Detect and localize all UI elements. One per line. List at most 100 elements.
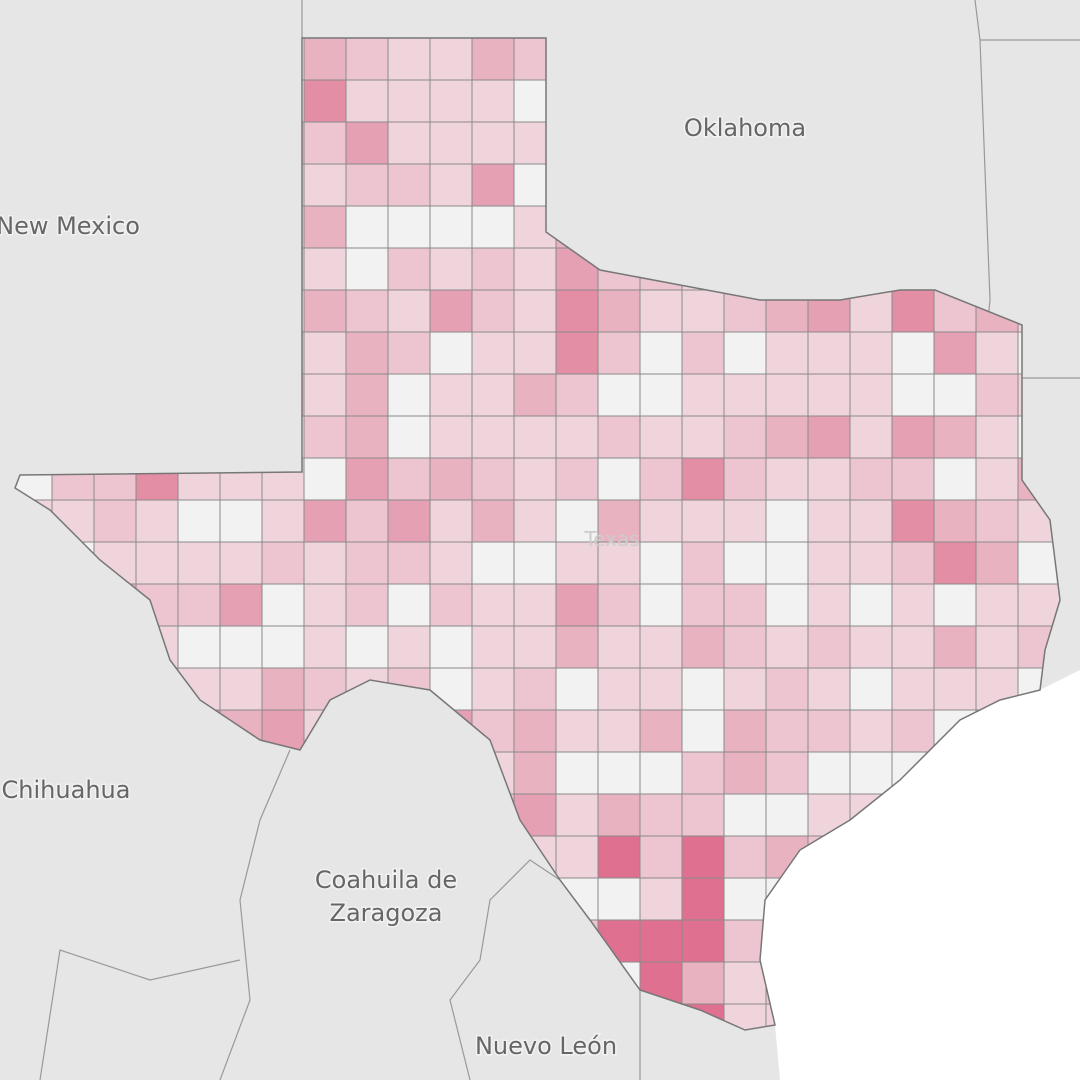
county [555, 709, 599, 753]
county [513, 751, 557, 795]
county [639, 835, 683, 879]
county [639, 373, 683, 417]
county [471, 583, 515, 627]
county [429, 79, 473, 123]
county [429, 38, 473, 81]
county [765, 625, 809, 669]
county [387, 541, 431, 585]
county [639, 289, 683, 333]
county [891, 331, 935, 375]
county [597, 457, 641, 501]
county [261, 583, 305, 627]
county [765, 793, 809, 837]
county [681, 751, 725, 795]
county [177, 541, 221, 585]
county [891, 667, 935, 711]
county [471, 247, 515, 291]
county [891, 541, 935, 585]
county [807, 457, 851, 501]
county [681, 373, 725, 417]
county [429, 415, 473, 459]
county [597, 793, 641, 837]
county [387, 289, 431, 333]
county [975, 331, 1019, 375]
county [597, 751, 641, 795]
county [975, 499, 1019, 543]
county [345, 499, 389, 543]
county [975, 415, 1019, 459]
county [597, 289, 641, 333]
county [765, 373, 809, 417]
county [807, 583, 851, 627]
county [765, 541, 809, 585]
state-label: Zaragoza [330, 899, 443, 927]
county [765, 667, 809, 711]
county [345, 625, 389, 669]
county [513, 247, 557, 291]
county [345, 583, 389, 627]
county [513, 709, 557, 753]
county [303, 331, 347, 375]
county [303, 373, 347, 417]
county [849, 499, 893, 543]
county [135, 499, 179, 543]
county [387, 79, 431, 123]
county [933, 415, 977, 459]
county [639, 457, 683, 501]
county [429, 541, 473, 585]
county [303, 625, 347, 669]
county [597, 373, 641, 417]
county [387, 625, 431, 669]
county [429, 247, 473, 291]
county [261, 541, 305, 585]
county [975, 625, 1019, 669]
county [807, 373, 851, 417]
county [723, 499, 767, 543]
county [681, 667, 725, 711]
county [555, 667, 599, 711]
county [807, 751, 851, 795]
county [303, 457, 347, 501]
county [513, 625, 557, 669]
county [177, 583, 221, 627]
county [429, 331, 473, 375]
county [303, 163, 347, 207]
state-label: Oklahoma [684, 114, 806, 142]
county [387, 373, 431, 417]
county [891, 373, 935, 417]
county [387, 163, 431, 207]
county [723, 835, 767, 879]
county [555, 289, 599, 333]
county [723, 709, 767, 753]
county [429, 583, 473, 627]
county [639, 877, 683, 921]
state-label: Nuevo León [475, 1032, 617, 1060]
county [261, 667, 305, 711]
county [345, 541, 389, 585]
county [303, 583, 347, 627]
county [429, 373, 473, 417]
county [303, 38, 347, 81]
county [513, 457, 557, 501]
county [597, 625, 641, 669]
county [555, 751, 599, 795]
county [471, 625, 515, 669]
county [429, 457, 473, 501]
county [471, 79, 515, 123]
county [933, 583, 977, 627]
county [849, 415, 893, 459]
county [219, 625, 263, 669]
county [471, 457, 515, 501]
county [765, 583, 809, 627]
county [765, 457, 809, 501]
county [723, 919, 767, 963]
county [681, 583, 725, 627]
county [303, 499, 347, 543]
county [933, 625, 977, 669]
county [639, 793, 683, 837]
county [555, 373, 599, 417]
county [975, 541, 1019, 585]
state-label: Coahuila de [315, 866, 457, 894]
county [303, 205, 347, 249]
